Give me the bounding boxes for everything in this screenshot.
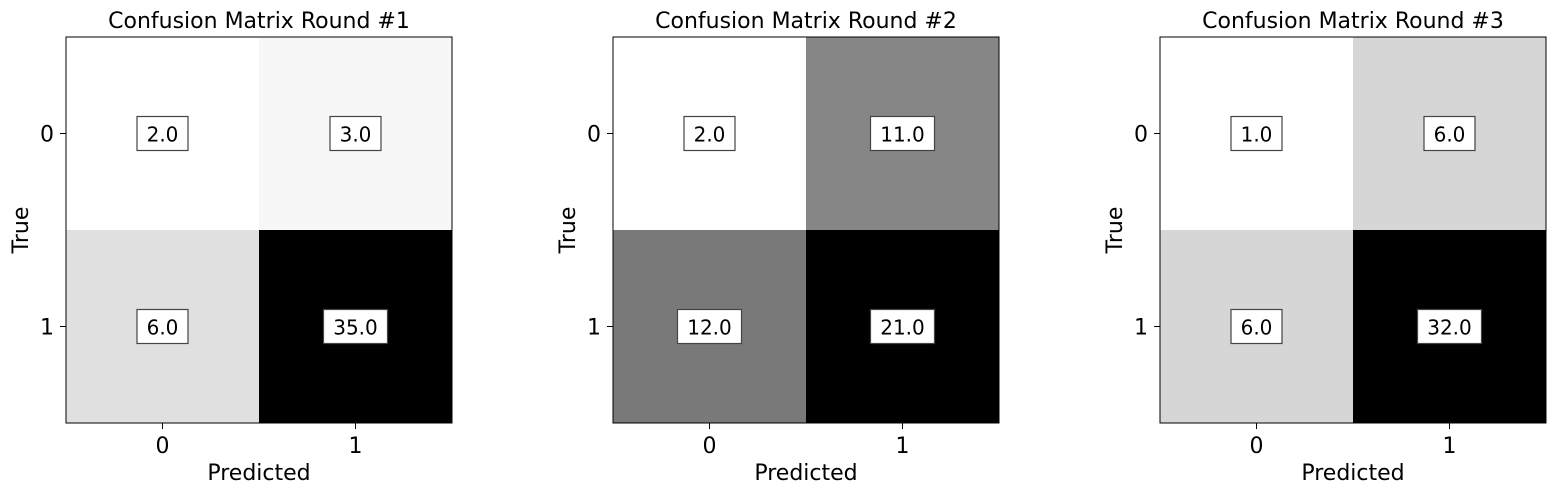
value-label: 12.0 [687,316,732,340]
value-label: 35.0 [333,316,378,340]
value-label-box [869,115,936,152]
chart-title: Confusion Matrix Round #1 [108,9,410,34]
x-axis-label: Predicted [754,461,857,486]
value-label-box [676,308,743,345]
y-tick-label: 1 [1134,316,1148,341]
value-label: 2.0 [694,123,726,147]
chart-title: Confusion Matrix Round #3 [1202,9,1504,34]
y-axis-label: True [9,207,34,255]
value-label: 21.0 [880,316,925,340]
x-axis-label: Predicted [1301,461,1404,486]
value-label-box [1416,308,1483,345]
x-tick-label: 0 [156,434,170,459]
y-axis-label: True [1103,207,1128,255]
value-label-box [136,308,189,345]
value-label-box [322,308,389,345]
value-label-box [329,115,382,152]
x-tick-label: 1 [896,434,910,459]
value-label: 6.0 [1241,316,1273,340]
y-tick-label: 1 [40,316,54,341]
value-label: 6.0 [147,316,179,340]
value-label: 11.0 [880,123,925,147]
x-tick-label: 0 [703,434,717,459]
value-label-box [683,115,736,152]
value-label: 32.0 [1427,316,1472,340]
value-label: 3.0 [340,123,372,147]
value-label-box [1423,115,1476,152]
x-axis-label: Predicted [207,461,310,486]
y-tick-label: 1 [587,316,601,341]
x-tick-label: 0 [1250,434,1264,459]
value-label-box [869,308,936,345]
x-tick-label: 1 [1443,434,1457,459]
chart-title: Confusion Matrix Round #2 [655,9,957,34]
y-tick-label: 0 [40,123,54,148]
value-label-box [136,115,189,152]
y-tick-label: 0 [1134,123,1148,148]
x-tick-label: 1 [349,434,363,459]
confusion-matrix-panel-2: 2.0 11.0 12.0 21.0 0 1 0 1 Confusion Matrix Roun… [556,9,1000,486]
confusion-matrix-panel-1: 2.0 3.0 6.0 35.0 0 1 0 1 Confusion Matrix Round … [9,9,453,486]
value-label-box [1230,115,1283,152]
confusion-matrix-panel-3: 1.0 6.0 6.0 32.0 0 1 0 1 Confusion Matrix Round … [1103,9,1547,486]
y-axis-label: True [556,207,581,255]
axes-frame [612,36,1000,424]
axes-frame [65,36,453,424]
y-tick-label: 0 [587,123,601,148]
value-label-box [1230,308,1283,345]
value-label: 6.0 [1434,123,1466,147]
axes-frame [1159,36,1547,424]
value-label: 1.0 [1241,123,1273,147]
value-label: 2.0 [147,123,179,147]
